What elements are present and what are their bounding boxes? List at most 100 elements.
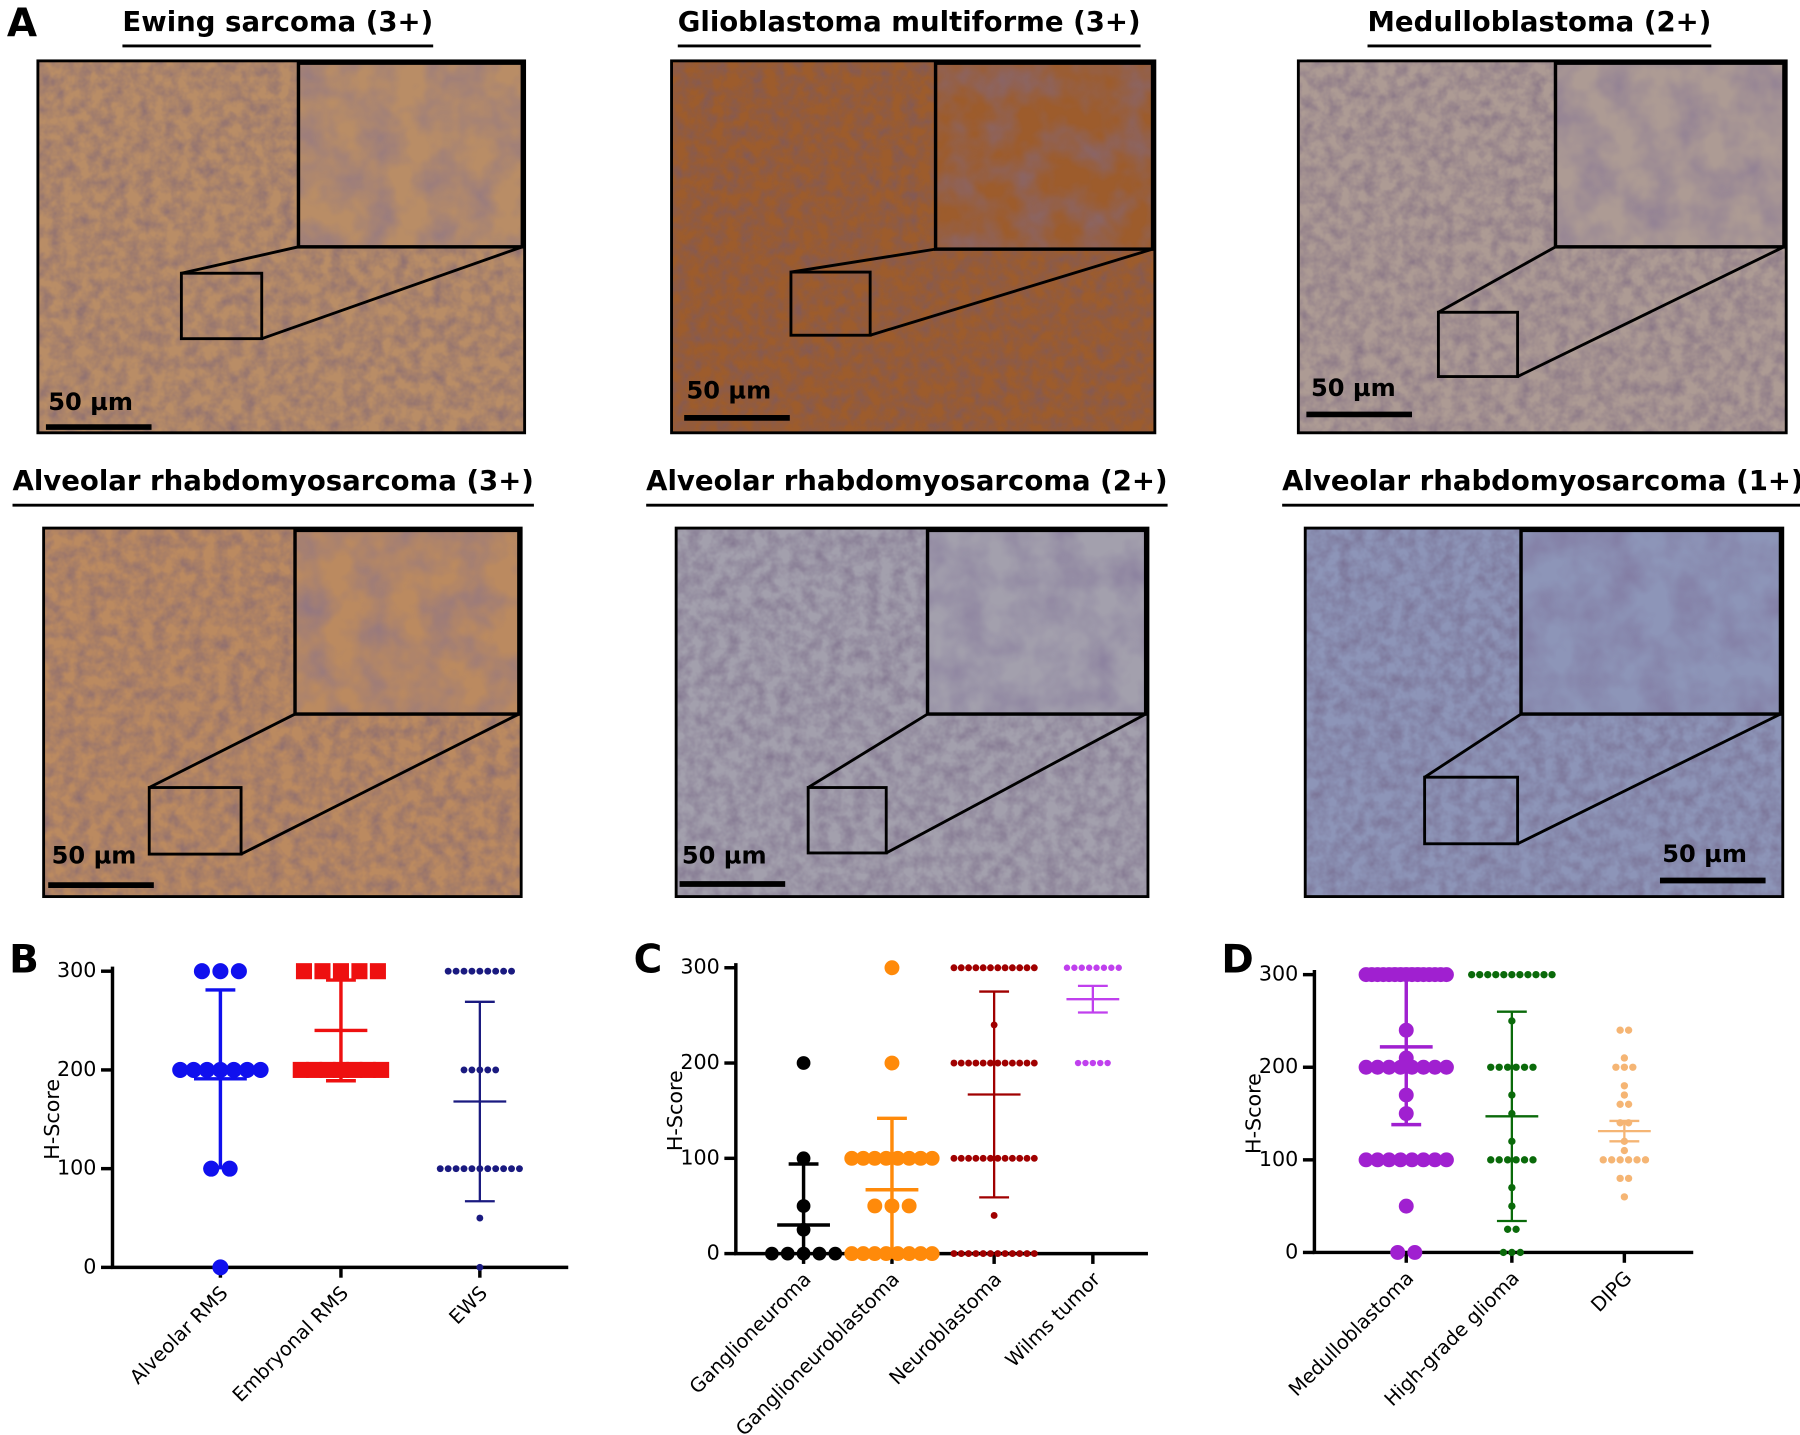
point <box>460 1165 468 1173</box>
point <box>1495 1156 1503 1164</box>
point <box>1438 967 1454 983</box>
y-tick-label: 0 <box>1285 1239 1298 1263</box>
point <box>796 1056 811 1070</box>
micrograph: 50 µm <box>674 526 1150 899</box>
point <box>844 1150 860 1166</box>
point <box>476 1263 484 1271</box>
inset-texture <box>295 530 519 715</box>
point <box>492 967 500 975</box>
point <box>1616 1156 1624 1164</box>
summary <box>453 1000 507 1203</box>
point <box>346 1061 363 1078</box>
zoom-line <box>261 245 523 341</box>
point <box>987 1154 994 1162</box>
point <box>1516 970 1524 979</box>
point <box>867 1246 883 1262</box>
image-frame <box>1303 526 1785 899</box>
y-tick-label: 100 <box>680 1145 719 1169</box>
point <box>1616 1100 1624 1108</box>
point <box>1104 1059 1111 1067</box>
y-tick-label: 300 <box>680 955 719 979</box>
point <box>901 1246 917 1262</box>
point <box>987 1250 994 1258</box>
image-title: Ewing sarcoma (3+) <box>122 6 433 38</box>
inset-frame <box>1519 528 1783 716</box>
point <box>460 967 468 975</box>
point <box>1529 1156 1537 1164</box>
scale-label: 50 µm <box>1311 374 1396 402</box>
point <box>957 1059 965 1067</box>
point <box>1599 1156 1607 1164</box>
point <box>1492 970 1500 979</box>
point <box>1407 1244 1423 1260</box>
point <box>1500 970 1508 979</box>
point <box>950 1154 958 1162</box>
y-tick-label: 300 <box>1259 962 1298 986</box>
point <box>500 1165 508 1173</box>
point <box>1393 1059 1408 1075</box>
point <box>1620 1082 1629 1090</box>
y-tick-label: 0 <box>707 1241 720 1265</box>
point <box>844 1246 860 1262</box>
x-tick-label: EWS <box>444 1281 491 1328</box>
point <box>1495 1063 1503 1071</box>
point <box>460 1066 468 1074</box>
micrograph: 50 µm <box>42 526 523 899</box>
point <box>1487 1156 1495 1164</box>
point <box>1520 1156 1529 1164</box>
point <box>1016 964 1024 972</box>
point <box>198 1061 216 1078</box>
point <box>855 1150 871 1166</box>
point <box>1023 1059 1031 1067</box>
summary <box>314 978 368 1083</box>
zoom-box <box>147 786 243 856</box>
scale-label: 50 µm <box>1662 840 1747 868</box>
point <box>990 1212 998 1219</box>
summary <box>777 1162 830 1254</box>
point <box>1620 1054 1629 1062</box>
scale-label: 50 µm <box>48 388 133 416</box>
zoom-line <box>181 245 299 275</box>
point <box>1620 1193 1629 1201</box>
point <box>444 1165 452 1173</box>
point <box>1532 970 1540 979</box>
point <box>1416 1059 1431 1075</box>
point <box>1085 964 1093 971</box>
point <box>979 964 987 972</box>
point <box>1438 1059 1454 1075</box>
point <box>890 1246 906 1262</box>
point <box>901 1150 917 1166</box>
point <box>1074 1059 1082 1067</box>
point <box>1016 1154 1024 1162</box>
y-tick-label: 0 <box>83 1254 96 1278</box>
micrograph: 50 µm <box>36 59 527 435</box>
point <box>292 1061 309 1078</box>
point <box>987 964 994 972</box>
summary <box>1485 1010 1539 1223</box>
point <box>1620 1063 1629 1071</box>
point <box>965 1059 973 1067</box>
point <box>994 1154 1002 1162</box>
point <box>1427 1059 1443 1075</box>
y-tick-label: 300 <box>57 958 96 982</box>
point <box>1524 970 1532 979</box>
point <box>476 967 484 975</box>
inset-texture <box>927 530 1146 715</box>
point <box>987 1059 994 1067</box>
image-frame <box>674 526 1150 899</box>
point <box>444 967 452 975</box>
summary <box>865 1116 919 1254</box>
point <box>765 1246 779 1261</box>
point <box>351 963 368 980</box>
point <box>359 1061 376 1078</box>
scale-label: 50 µm <box>52 841 137 869</box>
point <box>1503 1063 1512 1071</box>
point <box>812 1246 827 1261</box>
point <box>965 1154 973 1162</box>
point <box>306 1061 323 1078</box>
point <box>1508 970 1516 979</box>
point <box>492 1066 500 1074</box>
point <box>965 1250 973 1258</box>
zoom-line <box>148 712 296 789</box>
point <box>1616 1174 1624 1183</box>
